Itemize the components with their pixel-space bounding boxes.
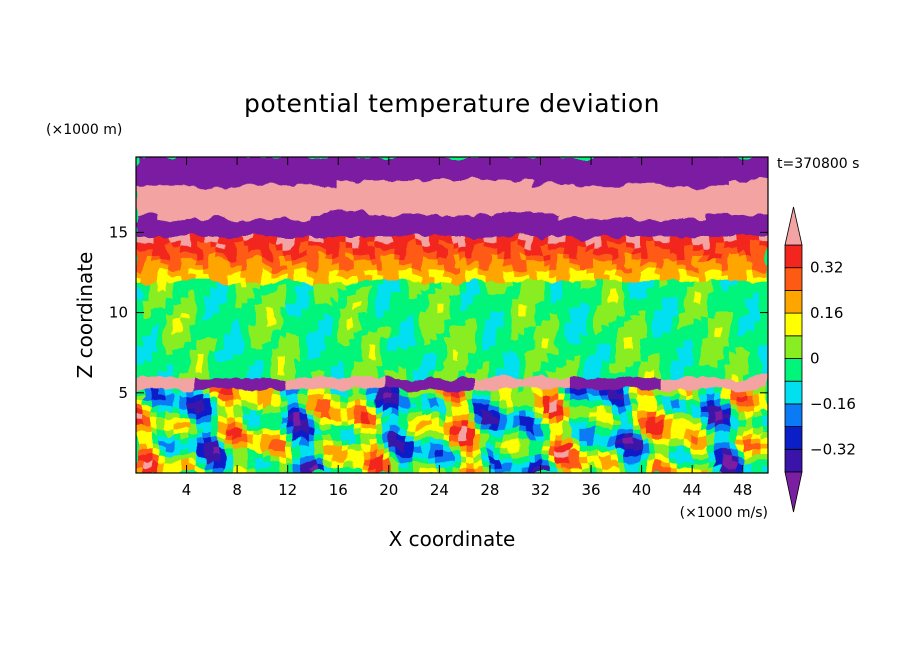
colorbar-segment xyxy=(784,380,803,405)
x-tick-label: 36 xyxy=(581,481,600,499)
x-tick-label: 24 xyxy=(430,481,449,499)
x-tick-label: 16 xyxy=(329,481,348,499)
colorbar-segment xyxy=(784,267,803,291)
time-label: t=370800 s xyxy=(777,156,859,172)
colorbar-label: 0.16 xyxy=(810,304,843,322)
x-tick-label: 40 xyxy=(632,481,651,499)
colorbar-label: 0 xyxy=(810,350,820,368)
colorbar-segment xyxy=(784,403,803,427)
colorbar-label: −0.16 xyxy=(810,395,856,413)
x-tick-label: 20 xyxy=(379,481,398,499)
x-tick-label: 28 xyxy=(480,481,499,499)
x-tick-label: 4 xyxy=(182,481,192,499)
colorbar-segment xyxy=(784,426,803,450)
colorbar-lower-extension xyxy=(784,471,803,513)
x-tick-label: 12 xyxy=(278,481,297,499)
x-axis-label: X coordinate xyxy=(389,527,516,551)
y-tick-label: 5 xyxy=(118,384,128,402)
colorbar-segment xyxy=(784,335,803,359)
y-axis-label: Z coordinate xyxy=(73,252,97,379)
colorbar-segment xyxy=(784,289,803,314)
y-tick-label: 15 xyxy=(109,223,128,241)
contour-field xyxy=(136,157,768,473)
x-tick-label: 8 xyxy=(232,481,242,499)
colorbar-segment xyxy=(784,448,803,473)
colorbar-upper-extension xyxy=(784,206,803,246)
y-unit-label: (×1000 m) xyxy=(46,122,122,138)
colorbar-segment xyxy=(784,244,803,269)
x-tick-label: 32 xyxy=(531,481,550,499)
x-unit-label: (×1000 m/s) xyxy=(680,505,768,521)
y-axis-ticks: 5 10 15 xyxy=(109,223,768,402)
colorbar: 0.32 0.16 0 −0.16 −0.32 xyxy=(784,206,856,513)
colorbar-segment xyxy=(784,312,803,337)
x-axis-ticks: 4 8 12 16 20 24 28 32 36 40 44 48 xyxy=(182,157,752,499)
colorbar-segment xyxy=(784,358,803,382)
colorbar-label: −0.32 xyxy=(810,440,856,458)
x-tick-label: 44 xyxy=(683,481,702,499)
chart-title: potential temperature deviation xyxy=(244,89,660,118)
y-tick-label: 10 xyxy=(109,304,128,322)
plot-area xyxy=(136,157,768,473)
plot-frame xyxy=(135,156,769,474)
colorbar-label: 0.32 xyxy=(810,259,843,277)
x-tick-label: 48 xyxy=(733,481,752,499)
